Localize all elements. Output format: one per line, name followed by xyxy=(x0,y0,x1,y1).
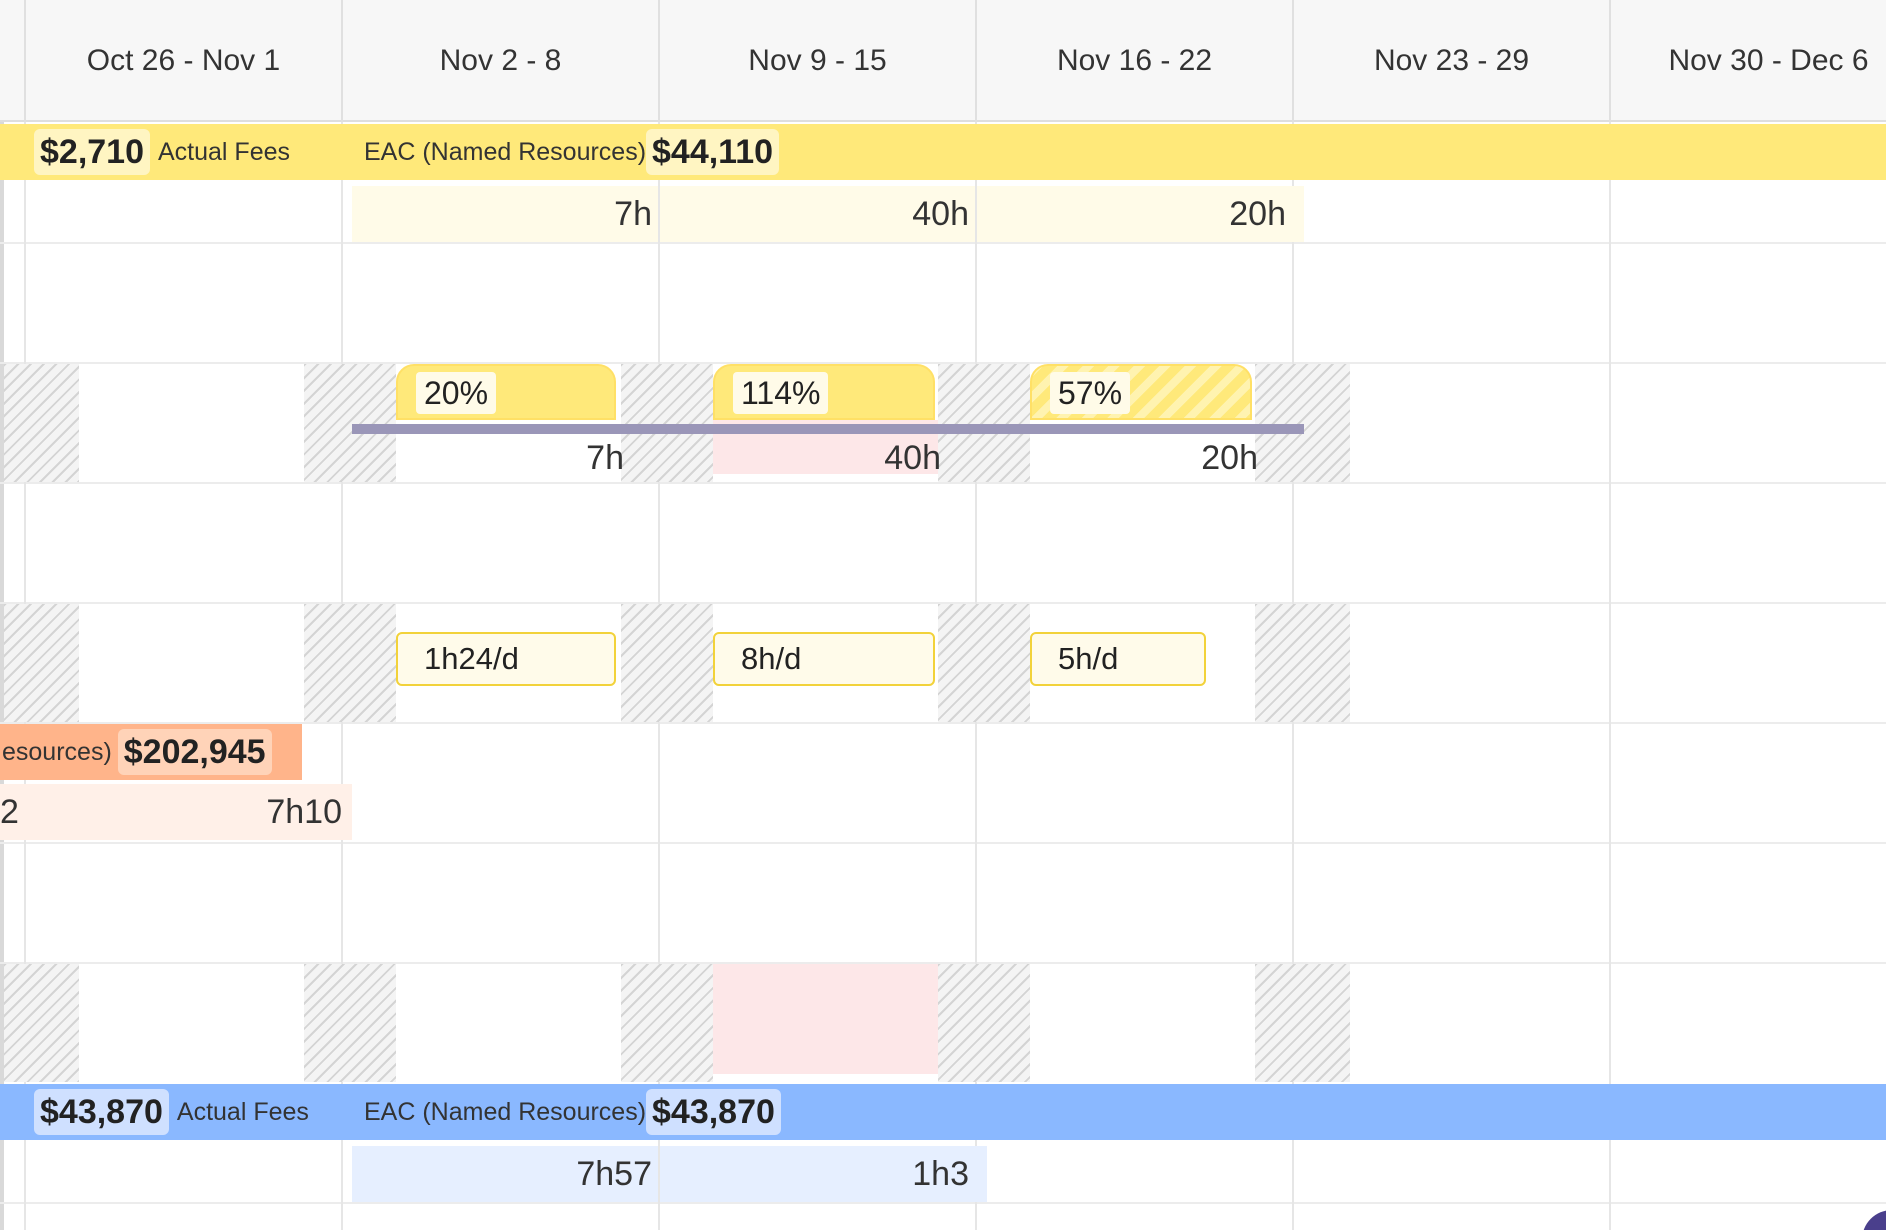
daily-rate-box[interactable]: 8h/d xyxy=(713,632,935,686)
hours-cell-partial: 2 xyxy=(0,793,19,831)
week-column-header[interactable]: Nov 23 - 29 xyxy=(1373,44,1530,77)
utilization-percent: 114% xyxy=(733,372,829,414)
eac-value: $202,945 xyxy=(117,729,272,775)
actual-fees-value: $2,710 xyxy=(34,129,150,175)
hours-cell[interactable]: 7h57 xyxy=(352,1146,658,1202)
allocated-hours: 7h xyxy=(586,439,624,477)
timeline-header: Oct 26 - Nov 1 Nov 2 - 8 Nov 9 - 15 Nov … xyxy=(0,0,1886,122)
allocation-baseline xyxy=(352,424,1304,434)
row-divider xyxy=(0,242,1886,244)
project-bar-yellow[interactable]: $2,710 Actual Fees EAC (Named Resources)… xyxy=(0,124,1886,180)
header-divider xyxy=(975,0,977,122)
actual-fees-value: $43,870 xyxy=(34,1089,169,1135)
header-divider xyxy=(658,0,660,122)
week-column-header[interactable]: Nov 9 - 15 xyxy=(748,44,887,77)
row-divider xyxy=(0,722,1886,724)
eac-value: $43,870 xyxy=(646,1089,781,1135)
daily-rate-box[interactable]: 1h24/d xyxy=(396,632,616,686)
non-working-days xyxy=(304,964,396,1082)
week-column-header[interactable]: Nov 30 - Dec 6 xyxy=(1668,44,1869,77)
daily-rate-box[interactable]: 5h/d xyxy=(1030,632,1206,686)
utilization-tab[interactable]: 114% xyxy=(713,364,935,420)
header-divider xyxy=(24,0,26,122)
week-column-header[interactable]: Nov 2 - 8 xyxy=(439,44,562,77)
row-divider xyxy=(0,362,1886,364)
utilization-percent: 20% xyxy=(416,372,497,414)
row-divider xyxy=(0,602,1886,604)
floating-action-button[interactable] xyxy=(1862,1210,1886,1230)
project-bar-blue[interactable]: $43,870 Actual Fees EAC (Named Resources… xyxy=(0,1084,1886,1140)
non-working-days xyxy=(4,364,79,482)
hours-cell[interactable]: 1h3 xyxy=(660,1146,987,1202)
non-working-days xyxy=(1255,604,1350,722)
eac-label: esources) xyxy=(2,737,112,766)
utilization-tab[interactable]: 57% xyxy=(1030,364,1252,420)
non-working-days xyxy=(1255,964,1350,1082)
non-working-days xyxy=(621,364,713,482)
non-working-days xyxy=(4,964,79,1082)
row-divider xyxy=(0,482,1886,484)
week-column-header[interactable]: Nov 16 - 22 xyxy=(1056,44,1213,77)
non-working-days xyxy=(938,604,1030,722)
non-working-days xyxy=(304,364,396,482)
eac-value: $44,110 xyxy=(646,129,780,175)
non-working-days xyxy=(621,964,713,1082)
utilization-percent: 57% xyxy=(1050,372,1131,414)
project-bar-orange[interactable]: esources) $202,945 xyxy=(0,724,302,780)
eac-label: EAC (Named Resources) xyxy=(364,1097,647,1126)
non-working-days xyxy=(938,964,1030,1082)
hours-cell[interactable]: 20h xyxy=(977,186,1304,242)
allocated-hours: 20h xyxy=(1201,439,1258,477)
week-column-header[interactable]: Oct 26 - Nov 1 xyxy=(86,44,281,77)
left-edge xyxy=(0,0,4,1230)
hours-cell[interactable]: 7h xyxy=(352,186,658,242)
non-working-days xyxy=(4,604,79,722)
hours-cell[interactable]: 40h xyxy=(660,186,975,242)
header-divider xyxy=(1292,0,1294,122)
row-divider xyxy=(0,962,1886,964)
header-divider xyxy=(1609,0,1611,122)
non-working-days xyxy=(621,604,713,722)
eac-label: EAC (Named Resources) xyxy=(364,137,647,166)
allocated-hours: 40h xyxy=(884,439,941,477)
row-divider xyxy=(0,842,1886,844)
over-allocation-highlight xyxy=(713,964,938,1074)
hours-cell[interactable]: 7h10 xyxy=(266,792,342,831)
non-working-days xyxy=(1255,364,1350,482)
non-working-days xyxy=(304,604,396,722)
week-divider xyxy=(1609,0,1611,1230)
non-working-days xyxy=(938,364,1030,482)
utilization-tab[interactable]: 20% xyxy=(396,364,616,420)
actual-fees-label: Actual Fees xyxy=(158,137,291,166)
orange-hours-bg xyxy=(0,784,352,840)
header-divider xyxy=(341,0,343,122)
actual-fees-label: Actual Fees xyxy=(176,1097,309,1126)
row-divider xyxy=(0,1202,1886,1204)
